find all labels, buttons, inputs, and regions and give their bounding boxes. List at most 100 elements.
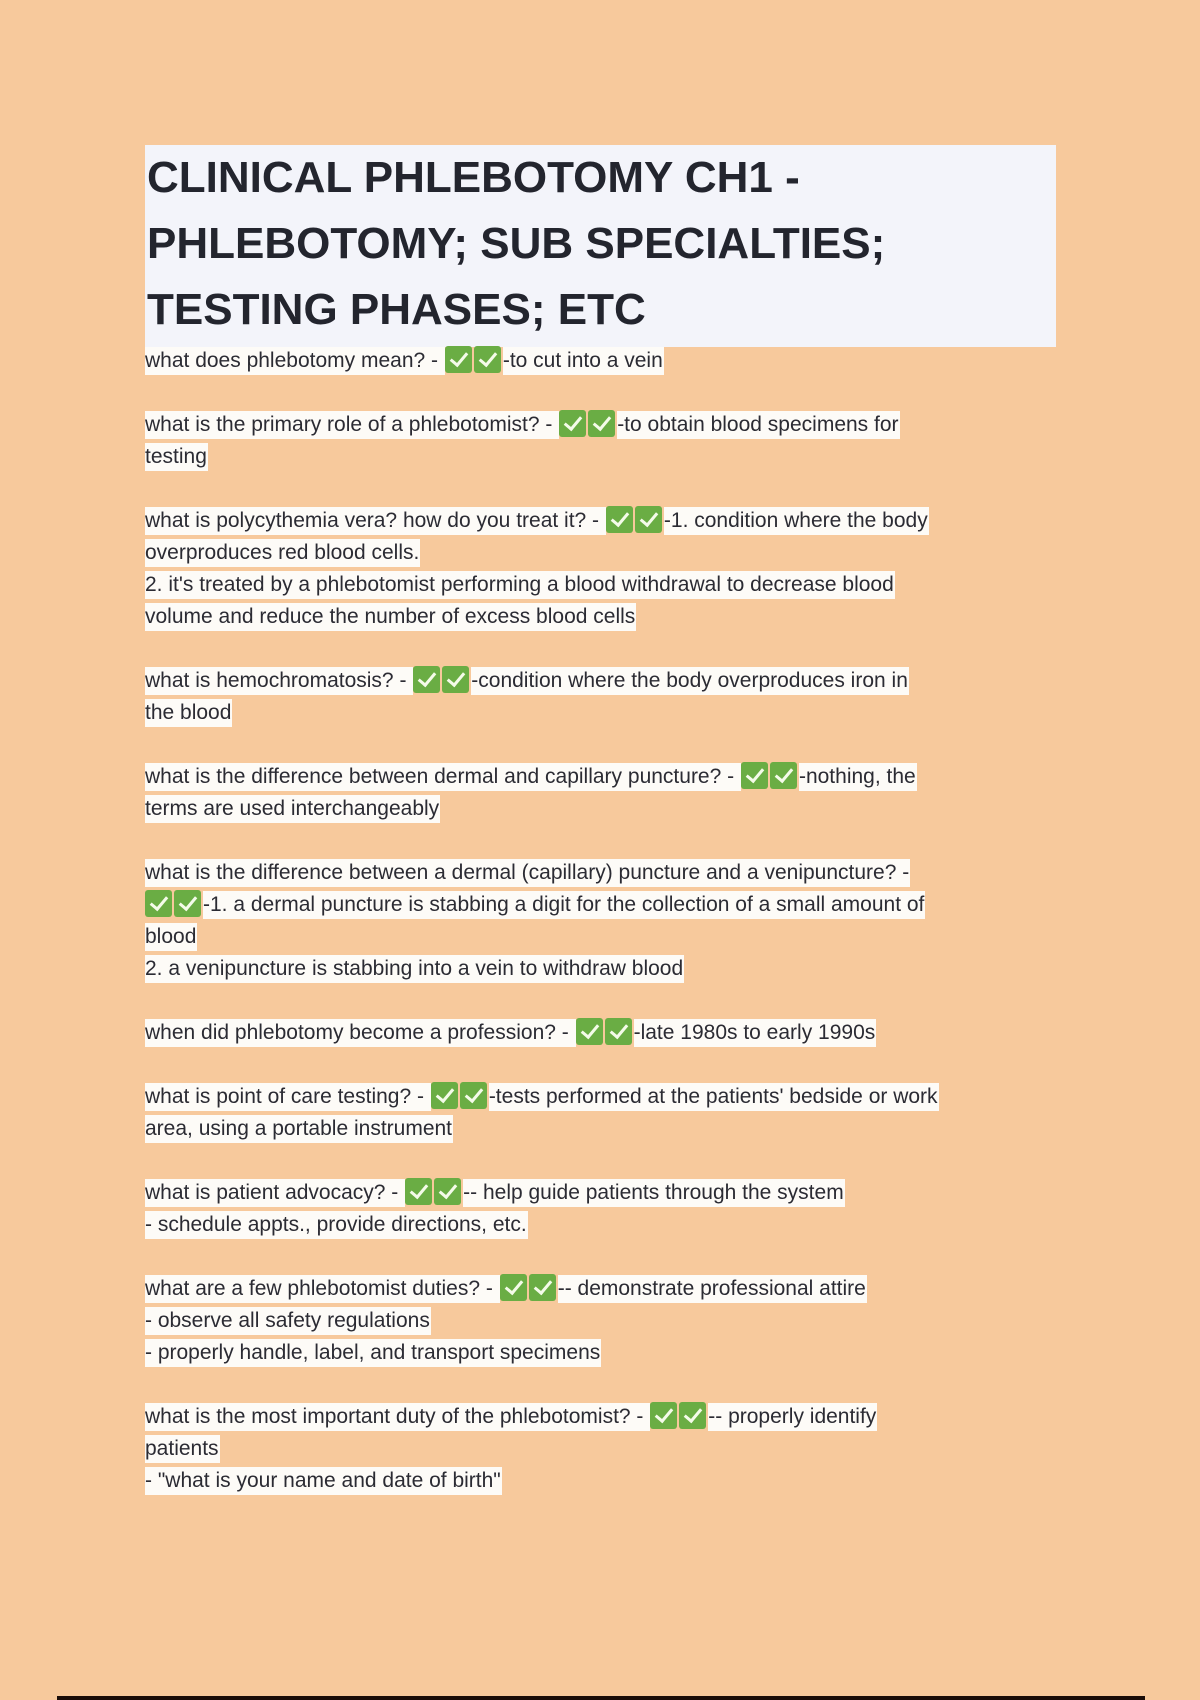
qa-text: testing xyxy=(145,443,208,471)
check-mark-icon xyxy=(499,1274,527,1301)
qa-item: what is polycythemia vera? how do you tr… xyxy=(145,505,1065,665)
qa-text: overproduces red blood cells. xyxy=(145,539,421,567)
qa-line: 2. it's treated by a phlebotomist perfor… xyxy=(145,569,1065,601)
spacer xyxy=(145,1145,1065,1177)
check-mark-icon xyxy=(604,1018,632,1045)
spacer xyxy=(145,825,1065,857)
qa-line: testing xyxy=(145,441,1065,473)
qa-text: what does phlebotomy mean? - xyxy=(145,347,445,375)
qa-line: what is the most important duty of the p… xyxy=(145,1401,1065,1433)
check-mark-icon xyxy=(459,1082,487,1109)
check-mark-icon xyxy=(650,1402,678,1429)
check-mark-icon xyxy=(634,506,662,533)
qa-line: what is point of care testing? - -tests … xyxy=(145,1081,1065,1113)
spacer xyxy=(145,1497,1065,1529)
qa-item: what is the difference between dermal an… xyxy=(145,761,1065,857)
qa-text: -- properly identify xyxy=(708,1403,878,1431)
title-block: CLINICAL PHLEBOTOMY CH1 - PHLEBOTOMY; SU… xyxy=(145,145,1056,347)
qa-text: patients xyxy=(145,1435,220,1463)
check-mark-icon xyxy=(588,410,616,437)
check-mark-icon xyxy=(145,890,172,917)
qa-line: - schedule appts., provide directions, e… xyxy=(145,1209,1065,1241)
page-bottom-rule xyxy=(57,1696,1145,1700)
qa-text: -nothing, the xyxy=(798,763,917,791)
spacer xyxy=(145,985,1065,1017)
qa-text: what is point of care testing? - xyxy=(145,1083,431,1111)
check-mark-icon xyxy=(174,890,201,917)
check-mark-icon xyxy=(559,410,587,437)
qa-text: what is hemochromatosis? - xyxy=(145,667,414,695)
check-mark-icon xyxy=(405,1178,433,1205)
check-mark-icon xyxy=(575,1018,603,1045)
qa-line: what is patient advocacy? - -- help guid… xyxy=(145,1177,1065,1209)
qa-text: - observe all safety regulations xyxy=(145,1307,431,1335)
qa-text: what are a few phlebotomist duties? - xyxy=(145,1275,500,1303)
qa-text: volume and reduce the number of excess b… xyxy=(145,603,637,631)
qa-line: - "what is your name and date of birth" xyxy=(145,1465,1065,1497)
qa-text: -tests performed at the patients' bedsid… xyxy=(488,1083,939,1111)
check-mark-icon xyxy=(444,346,472,373)
qa-text: -- demonstrate professional attire xyxy=(557,1275,867,1303)
spacer xyxy=(145,1241,1065,1273)
check-mark-icon xyxy=(473,346,501,373)
qa-line: blood xyxy=(145,921,1065,953)
qa-text: what is polycythemia vera? how do you tr… xyxy=(145,507,606,535)
qa-text: 2. a venipuncture is stabbing into a vei… xyxy=(145,955,685,983)
qa-text: what is the difference between a dermal … xyxy=(145,859,911,887)
qa-text: - properly handle, label, and transport … xyxy=(145,1339,602,1367)
qa-line: what is hemochromatosis? - -condition wh… xyxy=(145,665,1065,697)
qa-item: what is the primary role of a phlebotomi… xyxy=(145,409,1065,505)
qa-line: when did phlebotomy become a profession?… xyxy=(145,1017,1065,1049)
qa-item: what are a few phlebotomist duties? - --… xyxy=(145,1273,1065,1401)
check-mark-icon xyxy=(528,1274,556,1301)
qa-line: 2. a venipuncture is stabbing into a vei… xyxy=(145,953,1065,985)
qa-line: - properly handle, label, and transport … xyxy=(145,1337,1065,1369)
qa-text: - "what is your name and date of birth" xyxy=(145,1467,502,1495)
spacer xyxy=(145,377,1065,409)
qa-line: what is the difference between dermal an… xyxy=(145,761,1065,793)
spacer xyxy=(145,729,1065,761)
qa-text: blood xyxy=(145,923,198,951)
qa-list: what does phlebotomy mean? - -to cut int… xyxy=(145,345,1065,1529)
qa-line: what is the difference between a dermal … xyxy=(145,857,1065,889)
title-line: CLINICAL PHLEBOTOMY CH1 - xyxy=(147,153,800,202)
qa-line: volume and reduce the number of excess b… xyxy=(145,601,1065,633)
qa-line: what are a few phlebotomist duties? - --… xyxy=(145,1273,1065,1305)
qa-text: -1. a dermal puncture is stabbing a digi… xyxy=(203,891,926,919)
qa-line: terms are used interchangeably xyxy=(145,793,1065,825)
qa-line: - observe all safety regulations xyxy=(145,1305,1065,1337)
qa-text: area, using a portable instrument xyxy=(145,1115,454,1143)
check-mark-icon xyxy=(413,666,441,693)
check-mark-icon xyxy=(430,1082,458,1109)
qa-item: what is the most important duty of the p… xyxy=(145,1401,1065,1529)
qa-text: what is the most important duty of the p… xyxy=(145,1403,651,1431)
qa-text: -late 1980s to early 1990s xyxy=(633,1019,877,1047)
qa-text: -- help guide patients through the syste… xyxy=(463,1179,845,1207)
qa-line: what is the primary role of a phlebotomi… xyxy=(145,409,1065,441)
qa-text: what is the primary role of a phlebotomi… xyxy=(145,411,560,439)
page-title: CLINICAL PHLEBOTOMY CH1 - PHLEBOTOMY; SU… xyxy=(145,145,1056,343)
qa-item: when did phlebotomy become a profession?… xyxy=(145,1017,1065,1081)
qa-item: what is hemochromatosis? - -condition wh… xyxy=(145,665,1065,761)
qa-line: the blood xyxy=(145,697,1065,729)
spacer xyxy=(145,633,1065,665)
qa-text: - schedule appts., provide directions, e… xyxy=(145,1211,528,1239)
qa-item: what does phlebotomy mean? - -to cut int… xyxy=(145,345,1065,409)
qa-text: -to cut into a vein xyxy=(502,347,664,375)
qa-line: what does phlebotomy mean? - -to cut int… xyxy=(145,345,1065,377)
qa-text: -1. condition where the body xyxy=(663,507,929,535)
check-mark-icon xyxy=(769,762,797,789)
qa-line: patients xyxy=(145,1433,1065,1465)
qa-text: 2. it's treated by a phlebotomist perfor… xyxy=(145,571,895,599)
check-mark-icon xyxy=(434,1178,462,1205)
check-mark-icon xyxy=(605,506,633,533)
qa-item: what is patient advocacy? - -- help guid… xyxy=(145,1177,1065,1273)
spacer xyxy=(145,473,1065,505)
qa-line: what is polycythemia vera? how do you tr… xyxy=(145,505,1065,537)
qa-text: terms are used interchangeably xyxy=(145,795,441,823)
qa-text: -to obtain blood specimens for xyxy=(617,411,900,439)
check-mark-icon xyxy=(740,762,768,789)
check-mark-icon xyxy=(442,666,470,693)
qa-text: -condition where the body overproduces i… xyxy=(471,667,909,695)
qa-line: -1. a dermal puncture is stabbing a digi… xyxy=(145,889,1065,921)
